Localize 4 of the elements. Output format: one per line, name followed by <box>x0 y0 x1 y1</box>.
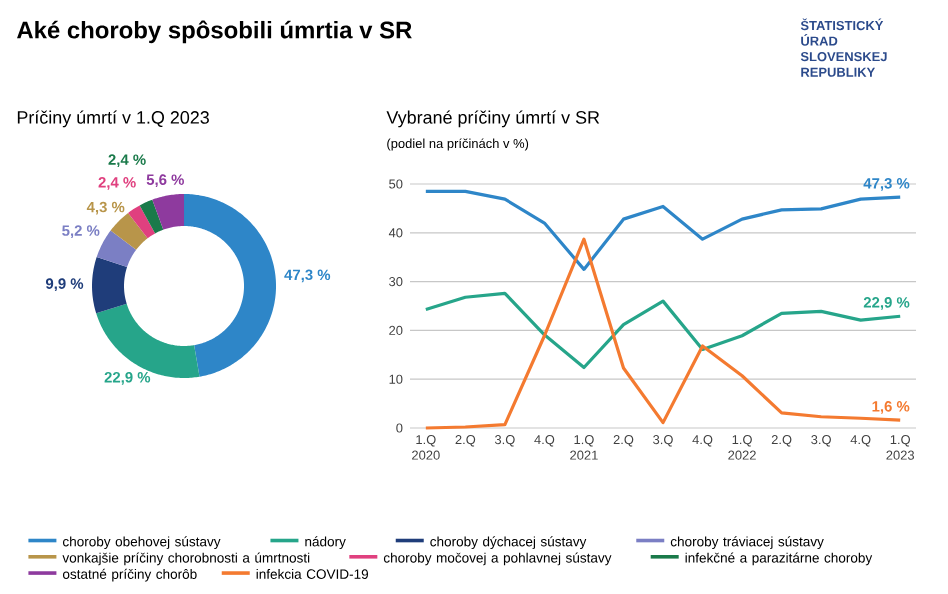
chart-title: Aké choroby spôsobili úmrtia v SR <box>17 20 412 44</box>
chart-title: Vybrané príčiny úmrtí v SR <box>386 110 600 128</box>
line-series <box>424 189 902 272</box>
chart-subtitle: Príčiny úmrtí v 1.Q 2023 <box>17 110 209 128</box>
